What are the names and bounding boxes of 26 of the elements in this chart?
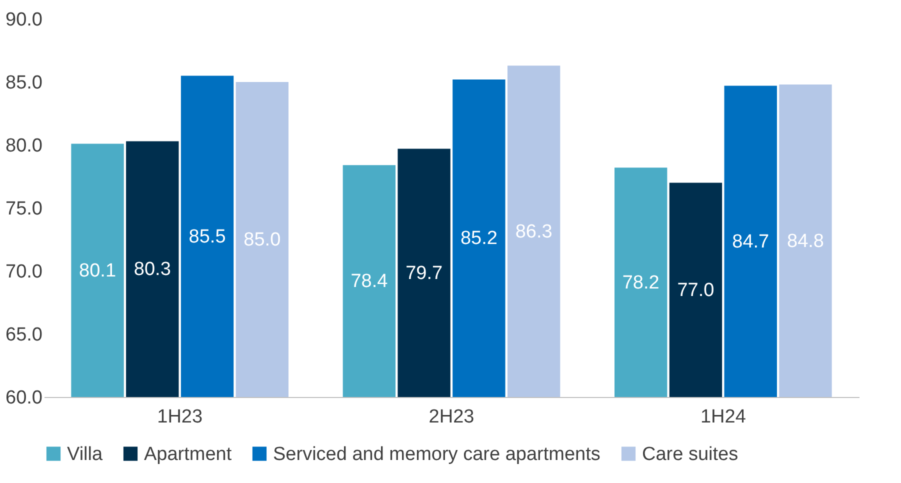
x-tick-label: 2H23	[428, 406, 474, 428]
x-tick-label: 1H24	[700, 406, 746, 428]
data-label: 84.7	[732, 231, 770, 252]
data-label: 78.4	[350, 271, 388, 292]
legend-label: Care suites	[642, 444, 738, 465]
data-label: 79.7	[406, 262, 443, 284]
y-tick-label: 70.0	[6, 262, 42, 282]
y-tick-label: 65.0	[6, 324, 42, 346]
legend-label: Serviced and memory care apartments	[273, 444, 600, 465]
data-label: 85.0	[244, 230, 281, 250]
data-label: 84.8	[787, 230, 824, 252]
y-tick-label: 75.0	[6, 198, 42, 220]
data-label: 78.2	[622, 272, 660, 294]
legend-label: Apartment	[144, 444, 232, 465]
data-label: 85.5	[188, 226, 226, 248]
y-tick-label: 60.0	[6, 388, 42, 408]
data-label: 80.1	[79, 260, 116, 282]
data-label: 80.3	[134, 259, 171, 280]
x-tick-label: 1H23	[157, 406, 203, 428]
legend-label: Villa	[67, 444, 103, 465]
y-tick-label: 80.0	[6, 136, 42, 156]
data-label: 85.2	[460, 228, 498, 250]
data-label: 77.0	[677, 280, 714, 301]
y-tick-label: 85.0	[6, 72, 42, 94]
data-label: 86.3	[515, 221, 552, 242]
y-tick-label: 90.0	[6, 10, 42, 30]
